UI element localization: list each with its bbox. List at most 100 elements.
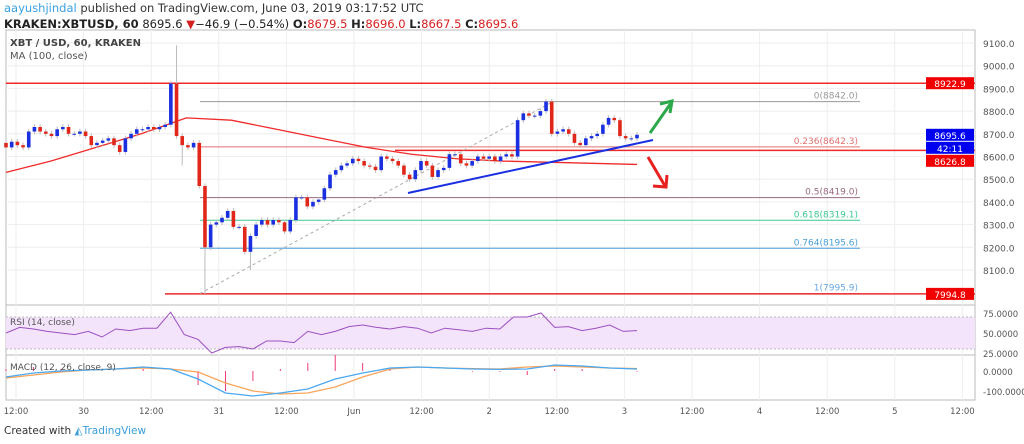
candle-body — [521, 113, 526, 121]
candle-body — [379, 156, 383, 171]
candle-body — [157, 126, 162, 130]
candle-body — [441, 167, 446, 171]
y-tick-label: 8600.0 — [983, 154, 1015, 164]
author-link[interactable]: aayushjindal — [4, 1, 77, 15]
candle-body — [601, 124, 605, 134]
macd-legend: MACD (12, 26, close, 9) — [10, 363, 116, 373]
candle-body — [470, 161, 474, 166]
support-trendline — [407, 139, 654, 194]
candle-body — [66, 126, 71, 134]
fib-level-label: 0.764(8195.6) — [794, 238, 858, 248]
green-up-arrow-icon — [648, 102, 673, 134]
close-value: 8695.6 — [478, 17, 519, 31]
fib-level-label: 0(8842.0) — [814, 92, 858, 102]
candle-body — [254, 224, 258, 236]
candle-body — [146, 126, 150, 130]
candle-body — [493, 156, 497, 162]
candle-body — [55, 129, 59, 137]
candle-body — [436, 170, 440, 177]
price-label: 7994.8 — [934, 291, 966, 301]
candle-body — [476, 156, 480, 162]
rsi-legend: RSI (14, close) — [10, 318, 75, 328]
candle-body — [322, 188, 327, 200]
candle-body — [140, 129, 145, 131]
candle-body — [419, 161, 423, 171]
low-label: L: — [409, 17, 422, 31]
candle-body — [458, 154, 463, 164]
fib-level-label: 0.236(8642.3) — [794, 137, 858, 147]
y-tick-label: 9100.0 — [983, 40, 1015, 50]
rsi-tick-label: 75.0000 — [983, 310, 1018, 320]
macd-tick-label: 0.0000 — [983, 368, 1013, 378]
x-tick-label: 12:00 — [545, 407, 570, 417]
ma-legend: MA (100, close) — [10, 51, 88, 62]
candle-body — [356, 158, 361, 162]
y-tick-label: 8300.0 — [983, 222, 1015, 232]
tradingview-brand[interactable]: TradingView — [82, 425, 147, 437]
macd-tick-label: -100.0000 — [983, 388, 1024, 398]
price-change: −46.9 (−0.54%) — [195, 17, 290, 31]
y-tick-label: 8700.0 — [983, 131, 1015, 141]
x-tick-label: 12:00 — [274, 407, 299, 417]
candle-body — [561, 129, 565, 132]
price-label: 8922.9 — [934, 80, 966, 90]
candle-body — [38, 126, 42, 132]
candle-body — [345, 163, 349, 166]
publish-info: aayushjindal published on TradingView.co… — [4, 1, 424, 15]
candle-body — [49, 133, 54, 137]
y-tick-label: 8500.0 — [983, 176, 1015, 186]
candle-body — [453, 154, 457, 156]
candle-body — [100, 140, 105, 143]
chart-title: XBT / USD, 60, KRAKEN — [10, 38, 141, 49]
candle-body — [618, 120, 622, 137]
candle-body — [260, 220, 264, 225]
x-tick-label: 12:00 — [139, 407, 164, 417]
y-tick-label: 8800.0 — [983, 108, 1015, 118]
candle-body — [578, 142, 582, 146]
x-tick-label: 30 — [78, 407, 89, 417]
candle-body — [26, 131, 31, 148]
candle-body — [169, 83, 173, 125]
x-tick-label: 12:00 — [4, 407, 29, 417]
candle-body — [134, 129, 139, 134]
candle-body — [248, 235, 253, 252]
candle-body — [163, 124, 167, 127]
candle-body — [32, 126, 37, 132]
y-tick-label: 8200.0 — [983, 244, 1015, 254]
candle-body — [584, 138, 588, 146]
candle-body — [225, 210, 230, 218]
red-down-arrow-icon — [652, 174, 669, 189]
candle-body — [123, 138, 128, 152]
candle-body — [481, 156, 486, 159]
y-tick-label: 8900.0 — [983, 85, 1015, 95]
candle-body — [282, 222, 287, 232]
candle-body — [265, 220, 270, 225]
rsi-line — [5, 311, 638, 354]
candle-body — [288, 220, 293, 232]
candle-body — [95, 142, 99, 146]
candle-body — [328, 174, 332, 189]
price-label-box — [926, 128, 974, 141]
x-tick-label: 12:00 — [950, 407, 975, 417]
price-chart[interactable]: 9100.0 9000.0 8900.0 8800.0 8700.0 8600.0 8500… — [0, 0, 1024, 422]
candle-body — [112, 138, 116, 146]
price-label: 42:11 — [937, 145, 963, 155]
candle-body — [532, 115, 537, 117]
tradingview-logo-icon: ◭ — [74, 425, 83, 437]
price-label: 8626.8 — [934, 158, 966, 168]
candle-body — [316, 199, 321, 202]
symbol-info: KRAKEN:XBTUSD, 60 8695.6 ▼−46.9 (−0.54%)… — [4, 17, 518, 31]
macd-line — [5, 364, 638, 397]
created-with-text: Created with — [4, 425, 72, 437]
fib-level-label: 1(7995.9) — [814, 284, 858, 294]
candle-body — [186, 145, 190, 148]
candle-body — [294, 197, 298, 221]
candle-body — [464, 163, 469, 166]
price-label: 8695.6 — [934, 132, 966, 142]
x-tick-label: Jun — [346, 407, 360, 417]
candle-body — [191, 142, 196, 148]
candle-body — [589, 136, 594, 139]
candle-body — [242, 226, 247, 252]
down-triangle-icon: ▼ — [186, 17, 196, 31]
x-tick-label: 12:00 — [815, 407, 840, 417]
